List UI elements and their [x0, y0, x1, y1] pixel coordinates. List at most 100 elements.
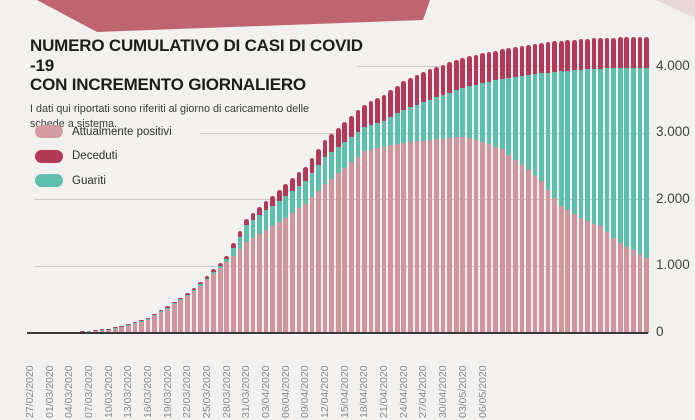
bar-segment-deceduti — [624, 37, 630, 69]
bar-segment-guariti — [394, 113, 400, 145]
bar-segment-guariti — [558, 70, 564, 207]
bar-segment-deceduti — [211, 269, 216, 273]
bar-segment-guariti — [637, 67, 643, 255]
bar-segment-deceduti — [644, 36, 649, 68]
bar-segment-guariti — [368, 125, 374, 150]
bar-segment-positivi — [408, 142, 413, 333]
bar-segment-positivi — [467, 138, 472, 333]
bar-segment-positivi — [250, 238, 256, 333]
bar-segment-positivi — [486, 144, 492, 333]
bar-segment-positivi — [637, 254, 643, 333]
legend-item-positivi: Attualmente positivi — [35, 123, 172, 140]
bar-segment-guariti — [198, 284, 203, 286]
bar-segment-positivi — [322, 184, 328, 333]
bar-segment-deceduti — [237, 231, 243, 237]
bar-segment-deceduti — [421, 71, 426, 102]
bar-segment-guariti — [250, 220, 256, 239]
bar-segment-guariti — [578, 69, 584, 219]
bar-segment-deceduti — [204, 275, 210, 279]
y-axis-label: 1.000 — [656, 257, 690, 273]
bar-segment-positivi — [178, 300, 184, 333]
bar-segment-deceduti — [152, 314, 157, 316]
bar-segment-deceduti — [171, 301, 177, 304]
bar-segment-positivi — [99, 329, 105, 333]
bar-segment-positivi — [276, 221, 282, 333]
bar-segment-deceduti — [532, 44, 538, 75]
bar-segment-guariti — [493, 80, 498, 147]
legend-label-positivi: Attualmente positivi — [72, 125, 172, 138]
title-line-2: CON INCREMENTO GIORNALIERO — [30, 75, 306, 95]
bar-segment-deceduti — [139, 320, 144, 321]
x-axis-label: 31/03/2020 — [240, 365, 253, 418]
bar-segment-positivi — [257, 233, 262, 333]
bar-segment-guariti — [532, 74, 538, 176]
bar-segment-positivi — [335, 173, 341, 333]
bar-segment-positivi — [565, 210, 571, 333]
x-axis-label: 01/03/2020 — [43, 365, 56, 418]
bar-segment-positivi — [355, 156, 361, 333]
bar-segment-deceduti — [591, 38, 597, 69]
bar-segment-guariti — [244, 225, 249, 243]
bar-segment-positivi — [93, 330, 98, 333]
bar-segment-positivi — [421, 140, 426, 333]
bar-segment-positivi — [375, 148, 380, 333]
bar-segment-positivi — [604, 231, 610, 333]
bar-segment-deceduti — [250, 212, 256, 221]
bar-segment-deceduti — [598, 37, 603, 69]
bar-segment-positivi — [499, 149, 505, 333]
bar-segment-deceduti — [604, 37, 610, 69]
bar-segment-deceduti — [486, 51, 492, 82]
bar-segment-guariti — [519, 75, 525, 166]
x-axis-label: 09/04/2020 — [299, 365, 312, 418]
bar-segment-guariti — [414, 104, 420, 142]
bar-segment-deceduti — [408, 78, 413, 108]
bar-segment-positivi — [289, 213, 295, 333]
bar-segment-positivi — [624, 246, 630, 333]
bar-segment-positivi — [237, 249, 243, 333]
bar-segment-positivi — [217, 268, 223, 333]
legend-item-guariti: Guariti — [35, 172, 172, 189]
bar-segment-positivi — [545, 189, 551, 333]
bar-segment-guariti — [467, 86, 472, 139]
bar-segment-positivi — [145, 319, 151, 333]
legend: Attualmente positivi Deceduti Guariti — [35, 123, 172, 197]
bar-segment-positivi — [644, 257, 649, 333]
bar-segment-positivi — [506, 154, 512, 333]
bar-segment-deceduti — [185, 293, 190, 296]
bar-segment-positivi — [191, 291, 197, 333]
bar-segment-positivi — [598, 226, 603, 333]
bar-segment-deceduti — [126, 324, 131, 325]
bar-segment-deceduti — [132, 322, 138, 323]
x-axis-label: 18/04/2020 — [358, 365, 371, 418]
bar-segment-positivi — [519, 165, 525, 333]
bar-segment-deceduti — [217, 262, 223, 266]
bar-segment-positivi — [558, 206, 564, 333]
bar-segment-deceduti — [270, 195, 275, 206]
bar-segment-deceduti — [362, 104, 367, 128]
bar-segment-deceduti — [414, 75, 420, 105]
bar-segment-deceduti — [283, 184, 289, 197]
bar-segment-guariti — [624, 68, 630, 247]
bar-segment-deceduti — [506, 48, 512, 78]
bar-segment-positivi — [211, 274, 216, 333]
bar-segment-positivi — [427, 139, 433, 333]
legend-swatch-guariti-icon — [35, 174, 63, 187]
bar-segment-positivi — [152, 315, 157, 333]
bar-segment-deceduti — [191, 287, 197, 290]
bar-segment-deceduti — [453, 60, 459, 91]
bar-segment-deceduti — [578, 39, 584, 70]
bar-segment-positivi — [611, 237, 616, 333]
x-axis-label: 21/04/2020 — [378, 365, 391, 418]
bar-segment-positivi — [585, 221, 590, 333]
bar-segment-positivi — [112, 327, 118, 333]
bar-segment-deceduti — [545, 42, 551, 73]
bar-segment-deceduti — [637, 36, 643, 68]
bar-segment-positivi — [512, 159, 518, 333]
bar-segment-guariti — [526, 75, 531, 171]
bar-segment-positivi — [230, 255, 236, 333]
bar-segment-deceduti — [565, 40, 571, 71]
bar-segment-positivi — [368, 149, 374, 333]
bar-segment-deceduti — [473, 54, 479, 85]
bar-segment-positivi — [126, 325, 131, 333]
bar-segment-deceduti — [316, 148, 321, 166]
